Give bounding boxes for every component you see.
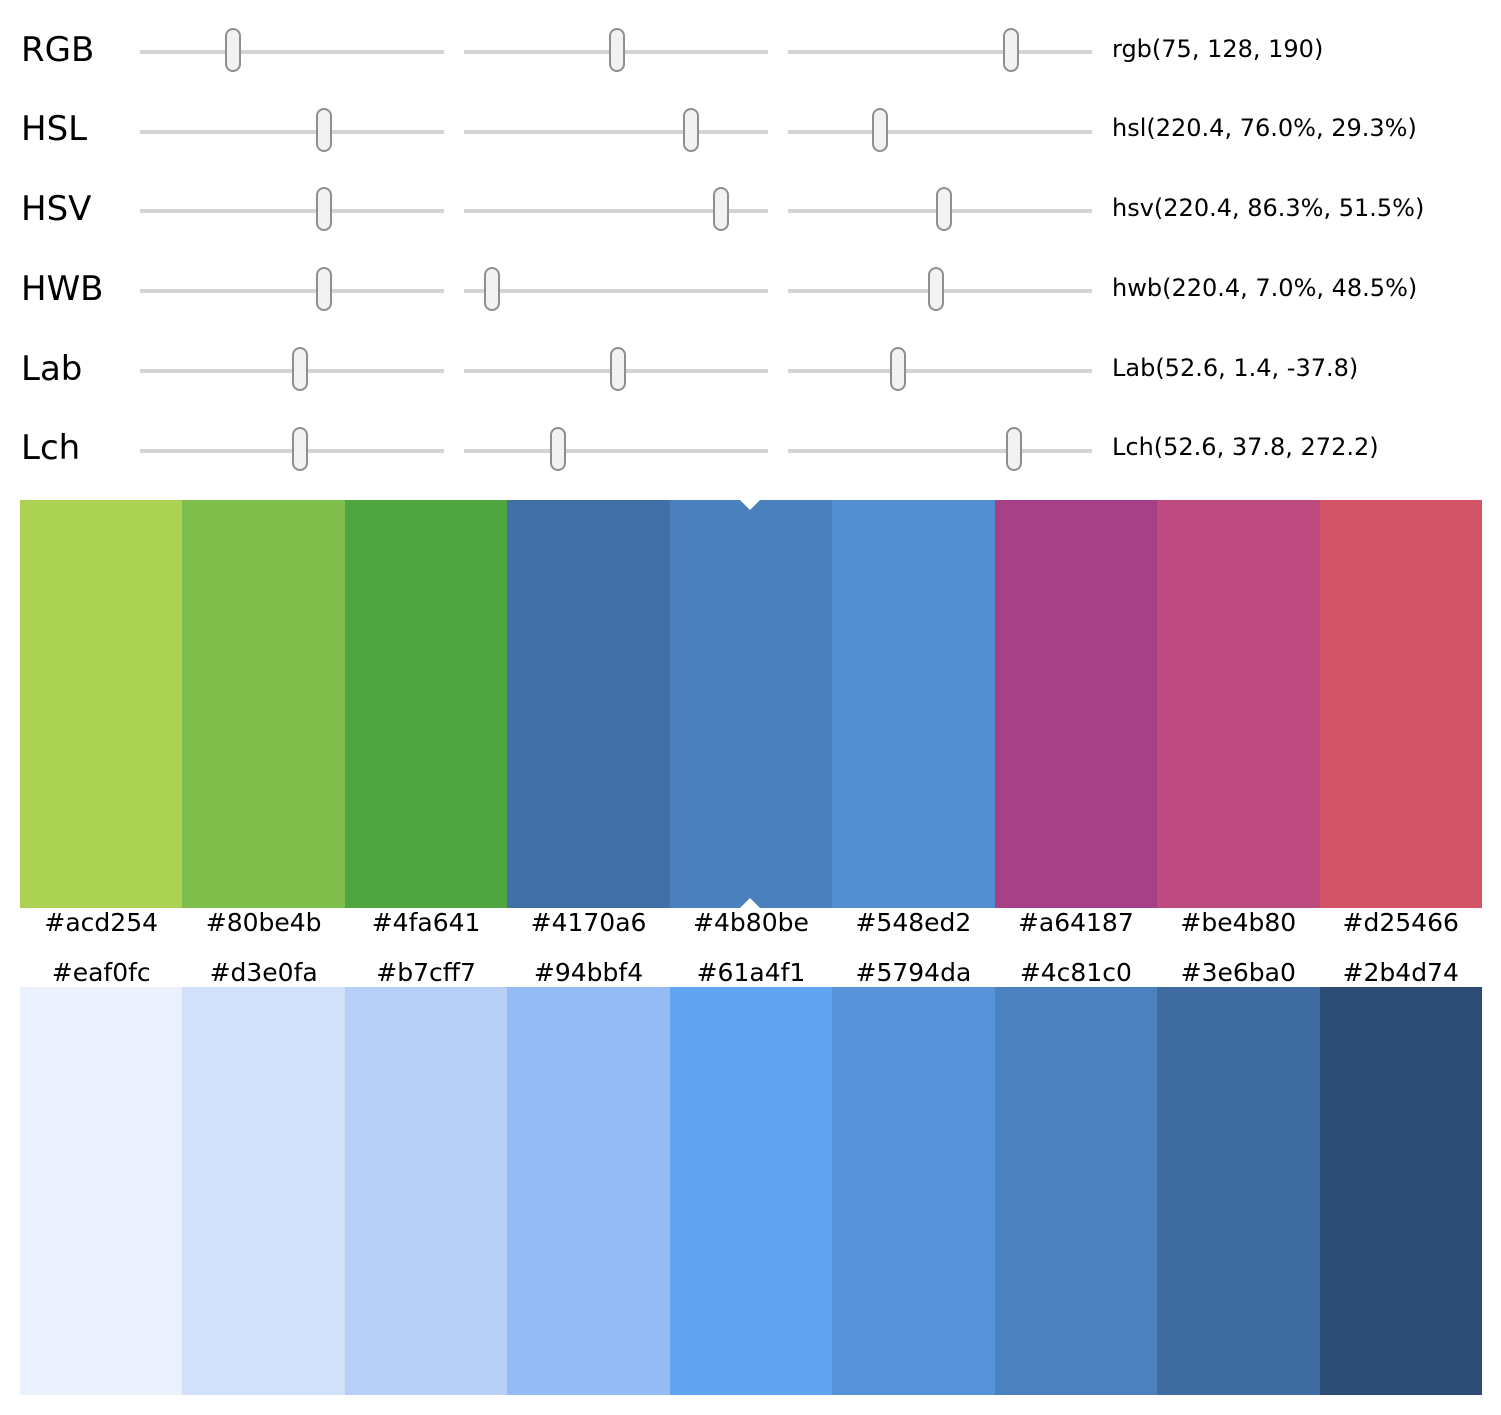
hex-label: #61a4f1 [696,958,806,987]
palette-swatch[interactable] [182,500,345,908]
slider-track[interactable] [788,187,1092,232]
palette-swatch[interactable] [994,500,1158,908]
slider-track[interactable] [464,426,768,471]
hex-label: #a64187 [1017,908,1134,937]
slider-track[interactable] [140,267,444,312]
slider-track[interactable] [140,28,444,72]
hex-label: #d25466 [1342,908,1459,937]
hex-label: #be4b80 [1180,908,1297,937]
palette-swatch[interactable] [994,987,1158,1395]
harmony-palette [20,500,1482,908]
slider-row-label: RGB [21,29,95,70]
slider-value: hsv(220.4, 86.3%, 51.5%) [1112,194,1425,223]
slider-thumb[interactable] [224,28,241,72]
slider-thumb[interactable] [316,107,333,152]
palette-swatch[interactable] [507,500,670,908]
slider-thumb[interactable] [872,107,889,152]
palette-swatch[interactable] [1319,987,1482,1395]
slider-track[interactable] [140,426,444,471]
harmony-hex-labels: #acd254 #80be4b #4fa641 #4170a6 #4b80be … [20,903,1482,943]
slider-track[interactable] [788,28,1092,72]
slider-value: Lab(52.6, 1.4, -37.8) [1112,353,1359,382]
palette-swatch[interactable] [507,987,670,1395]
slider-value: rgb(75, 128, 190) [1112,34,1324,63]
palette-swatch[interactable] [344,500,508,908]
slider-thumb[interactable] [1002,28,1019,72]
palette-swatch-selected[interactable] [669,500,833,908]
slider-row-label: HWB [21,268,104,309]
slider-thumb[interactable] [712,187,729,232]
slider-row-label: Lch [21,428,81,469]
palette-swatch[interactable] [20,500,183,908]
hex-label: #d3e0fa [209,958,318,987]
slider-thumb[interactable] [927,267,944,312]
slider-thumb[interactable] [610,346,627,391]
slider-track[interactable] [788,426,1092,471]
slider-value: Lch(52.6, 37.8, 272.2) [1112,433,1379,462]
slider-thumb[interactable] [316,267,333,312]
slider-row-label: HSL [21,109,88,150]
hex-label: #eaf0fc [51,958,151,987]
hex-label: #4b80be [693,908,809,937]
slider-track[interactable] [464,28,768,72]
slider-track[interactable] [140,187,444,232]
slider-thumb[interactable] [316,187,333,232]
slider-thumb[interactable] [936,187,953,232]
slider-track[interactable] [140,107,444,152]
slider-track[interactable] [464,107,768,152]
palette-swatch[interactable] [20,987,183,1395]
scale-palette [20,987,1482,1395]
hex-label: #4170a6 [530,908,647,937]
slider-value: hsl(220.4, 76.0%, 29.3%) [1112,114,1417,143]
slider-track[interactable] [788,107,1092,152]
palette-swatch[interactable] [832,500,995,908]
selected-swatch-marker-top-icon [740,500,761,510]
slider-value: hwb(220.4, 7.0%, 48.5%) [1112,273,1418,302]
slider-thumb[interactable] [1005,426,1022,471]
slider-thumb[interactable] [682,107,699,152]
slider-track[interactable] [464,346,768,391]
palette-swatch[interactable] [832,987,995,1395]
palette-swatch[interactable] [344,987,508,1395]
palette-swatch[interactable] [1157,987,1320,1395]
slider-row-label: HSV [21,189,92,230]
hex-label: #4c81c0 [1019,958,1132,987]
slider-track[interactable] [464,187,768,232]
slider-track[interactable] [788,346,1092,391]
hex-label: #acd254 [44,908,159,937]
hex-label: #2b4d74 [1342,958,1459,987]
hex-label: #3e6ba0 [1180,958,1296,987]
palette-swatch[interactable] [1157,500,1320,908]
slider-track[interactable] [788,267,1092,312]
hex-label: #b7cff7 [376,958,476,987]
slider-thumb[interactable] [484,267,501,312]
scale-hex-labels: #eaf0fc #d3e0fa #b7cff7 #94bbf4 #61a4f1 … [20,953,1482,993]
hex-label: #80be4b [205,908,322,937]
slider-row-label: Lab [21,348,83,389]
palette-swatch[interactable] [182,987,345,1395]
hex-label: #548ed2 [855,908,972,937]
selected-swatch-marker-bottom-icon [740,898,761,908]
slider-track[interactable] [140,346,444,391]
palette-swatch[interactable] [669,987,833,1395]
palette-swatch[interactable] [1319,500,1482,908]
hex-label: #94bbf4 [533,958,644,987]
slider-thumb[interactable] [291,346,308,391]
slider-track[interactable] [464,267,768,312]
slider-thumb[interactable] [889,346,906,391]
slider-thumb[interactable] [550,426,567,471]
hex-label: #4fa641 [371,908,481,937]
slider-thumb[interactable] [608,28,625,72]
slider-thumb[interactable] [291,426,308,471]
hex-label: #5794da [855,958,972,987]
